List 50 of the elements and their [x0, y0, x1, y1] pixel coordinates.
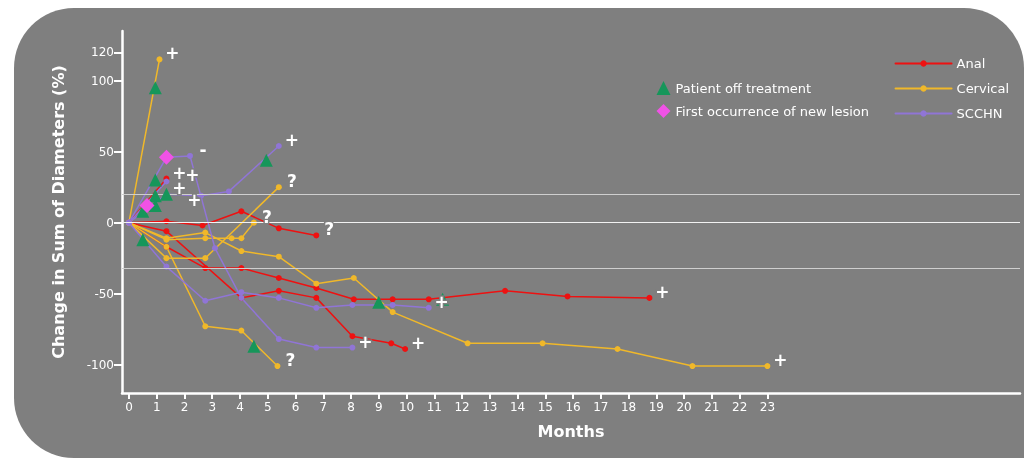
- x-tick-label: 19: [648, 400, 664, 414]
- annotation: +: [773, 350, 788, 371]
- x-tick-label: 9: [374, 400, 383, 414]
- x-tick-label: 23: [759, 400, 776, 414]
- y-tick-label: 120: [91, 45, 114, 60]
- y-tick-label: -100: [86, 357, 114, 372]
- y-tick-label: 0: [106, 215, 114, 230]
- legend-label: SCCHN: [956, 106, 1003, 121]
- y-tick-label: 50: [98, 144, 114, 159]
- x-tick-label: 4: [236, 400, 244, 414]
- x-tick-label: 6: [291, 400, 300, 414]
- annotation: +: [411, 332, 426, 353]
- legend-label: Cervical: [956, 81, 1009, 96]
- x-tick-label: 14: [509, 400, 526, 414]
- legend-label: Patient off treatment: [675, 80, 812, 96]
- x-tick-label: 21: [704, 400, 720, 414]
- annotation: +: [434, 291, 449, 312]
- x-tick-label: 2: [180, 400, 189, 414]
- x-tick-label: 8: [347, 400, 355, 414]
- annotation: +: [165, 43, 180, 64]
- annotation: +: [284, 129, 299, 150]
- x-tick-label: 13: [482, 400, 498, 414]
- annotation: ?: [261, 206, 272, 227]
- x-tick-label: 10: [398, 400, 415, 414]
- x-tick-label: 17: [593, 400, 609, 414]
- y-axis-title: Change in Sum of Diameters (%): [48, 65, 68, 359]
- annotation: -: [199, 139, 207, 160]
- y-tick-label: 100: [91, 73, 114, 88]
- x-tick-label: 18: [620, 400, 637, 414]
- legend-label: Anal: [956, 56, 986, 71]
- x-tick-label: 3: [208, 400, 217, 414]
- annotation: ?: [286, 171, 297, 192]
- x-tick-label: 7: [319, 400, 328, 414]
- x-tick-label: 16: [565, 400, 581, 414]
- x-tick-label: 11: [426, 400, 442, 414]
- annotation: +: [187, 189, 202, 210]
- y-tick-label: -50: [94, 286, 114, 301]
- annotation: +: [655, 281, 670, 302]
- x-axis-title: Months: [537, 421, 605, 441]
- x-tick-label: 0: [125, 400, 133, 414]
- x-tick-label: 5: [263, 400, 272, 414]
- x-tick-label: 15: [537, 400, 553, 414]
- annotation: +: [185, 165, 200, 186]
- annotation: ?: [285, 350, 296, 371]
- legend-label: First occurrence of new lesion: [675, 103, 870, 119]
- x-tick-label: 22: [731, 400, 748, 414]
- annotation: ?: [324, 219, 335, 240]
- x-tick-label: 12: [454, 400, 470, 414]
- x-tick-label: 20: [676, 400, 692, 414]
- x-tick-label: 1: [152, 400, 161, 414]
